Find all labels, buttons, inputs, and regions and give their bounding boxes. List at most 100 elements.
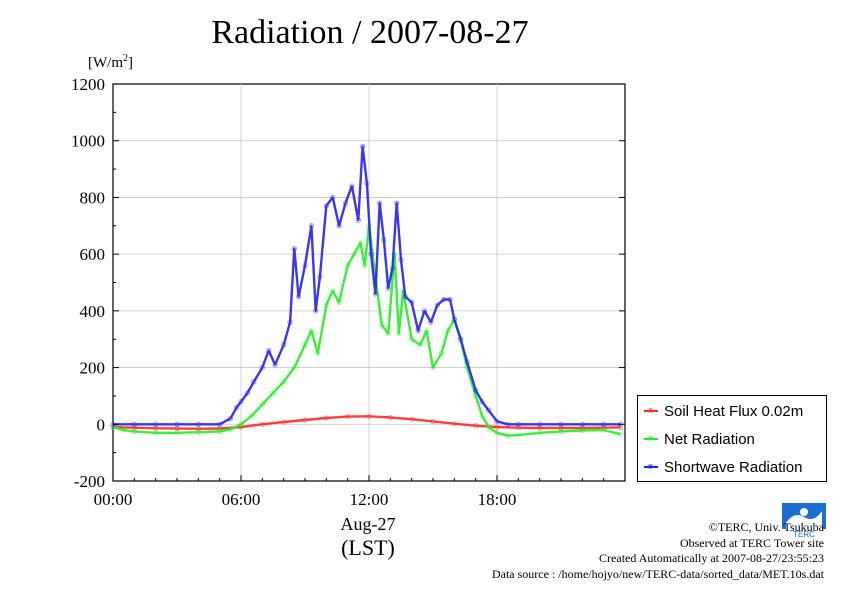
terc-logo: TERC	[782, 503, 826, 539]
series-point-1	[281, 379, 287, 385]
series-point-2	[153, 421, 159, 427]
series-point-2	[398, 257, 404, 263]
series-point-0	[387, 414, 393, 421]
series-group	[110, 143, 624, 439]
unit-close: ]	[128, 55, 133, 71]
series-point-1	[601, 427, 607, 433]
series-point-2	[377, 200, 383, 206]
series-point-2	[464, 359, 470, 365]
y-tick-label: 200	[80, 359, 106, 378]
series-point-0	[618, 424, 624, 431]
series-point-1	[558, 428, 564, 434]
series-point-2	[394, 200, 400, 206]
series-point-2	[313, 308, 319, 314]
series-point-1	[515, 432, 521, 438]
series-point-2	[131, 421, 137, 427]
credit-site: Observed at TERC Tower site	[679, 535, 824, 550]
x-tick-label: 00:00	[94, 490, 133, 509]
series-point-2	[485, 407, 492, 413]
series-point-1	[438, 350, 445, 356]
series-point-1	[174, 430, 180, 436]
series-point-2	[415, 328, 421, 334]
series-point-2	[302, 262, 308, 269]
series-point-2	[342, 200, 349, 206]
credits-block: ©TERC, Univ. Tsukuba Observed at TERC To…	[492, 520, 824, 582]
series-point-1	[121, 427, 127, 433]
series-point-2	[421, 308, 428, 314]
y-tick-label: 800	[80, 188, 106, 207]
series-point-1	[445, 328, 451, 334]
series-point-2	[372, 291, 378, 297]
series-point-2	[558, 421, 564, 427]
series-point-1	[291, 364, 297, 371]
logo-drop	[800, 508, 808, 516]
series-point-1	[417, 342, 423, 348]
series-point-2	[174, 421, 180, 427]
series-point-0	[302, 417, 308, 423]
series-point-2	[368, 251, 374, 257]
series-point-0	[430, 418, 436, 425]
unit-superscript: 2	[123, 53, 128, 64]
x-tick-label: 12:00	[350, 490, 389, 509]
series-point-2	[601, 421, 607, 427]
series-point-1	[494, 430, 500, 436]
legend-label: Net Radiation	[664, 430, 755, 448]
series-point-2	[458, 336, 464, 342]
series-point-2	[317, 274, 323, 280]
series-point-1	[323, 302, 329, 308]
logo-text: TERC	[793, 530, 815, 539]
series-point-1	[153, 430, 159, 436]
series-point-1	[385, 330, 391, 337]
credit-source: Data source : /home/hojyo/new/TERC-data/…	[491, 566, 824, 581]
series-point-2	[537, 421, 543, 427]
y-tick-label: 0	[97, 415, 106, 434]
series-point-2	[323, 203, 329, 209]
logo-wave	[786, 511, 822, 529]
series-point-1	[409, 336, 415, 342]
series-point-2	[244, 390, 250, 396]
y-axis-unit-label: [W/m2]	[88, 53, 133, 72]
axis-ticks: -200 0 200 400 600 800 1000 1200 00:00 06:00 12:00…	[71, 75, 625, 509]
legend-label: Shortwave Radiation	[664, 458, 803, 476]
series-point-1	[430, 364, 436, 371]
series-point-2	[291, 245, 297, 252]
series-point-2	[479, 398, 485, 405]
terc-logo-icon: TERC	[782, 503, 826, 539]
series-point-1	[423, 328, 430, 334]
series-point-1	[336, 299, 342, 305]
series-point-2	[473, 387, 479, 393]
series-point-2	[295, 294, 302, 300]
series-point-2	[447, 296, 453, 303]
x-tick-label: 18:00	[478, 490, 517, 509]
series-point-2	[451, 316, 457, 322]
series-point-2	[238, 398, 244, 405]
unit-text: [W/m	[88, 55, 123, 71]
series-point-1	[537, 430, 543, 436]
grid-lines	[113, 84, 625, 481]
series-point-2	[272, 362, 278, 368]
series-point-1	[345, 262, 351, 269]
series-point-2	[428, 319, 434, 325]
series-point-1	[238, 421, 244, 427]
series-point-1	[270, 390, 276, 396]
legend-swatch	[644, 464, 658, 469]
series-point-1	[227, 426, 233, 432]
series-point-0	[281, 419, 287, 425]
credit-copyright: ©TERC, Univ. Tsukuba	[708, 520, 824, 534]
series-point-0	[494, 424, 500, 430]
x-axis-timezone-label: (LST)	[341, 535, 395, 560]
series-point-2	[402, 294, 408, 300]
y-tick-label: 400	[80, 302, 106, 321]
series-point-1	[485, 424, 492, 430]
series-point-0	[366, 413, 372, 419]
series-point-2	[385, 285, 391, 291]
series-point-1	[396, 330, 402, 337]
chart-title: Radiation / 2007-08-27	[211, 14, 529, 51]
series-point-1	[579, 427, 585, 434]
series-point-2	[409, 299, 415, 305]
y-tick-label: -200	[74, 472, 105, 491]
series-point-0	[323, 415, 329, 421]
series-point-2	[381, 237, 387, 243]
legend-item: Shortwave Radiation	[644, 457, 802, 477]
series-point-1	[362, 262, 368, 269]
